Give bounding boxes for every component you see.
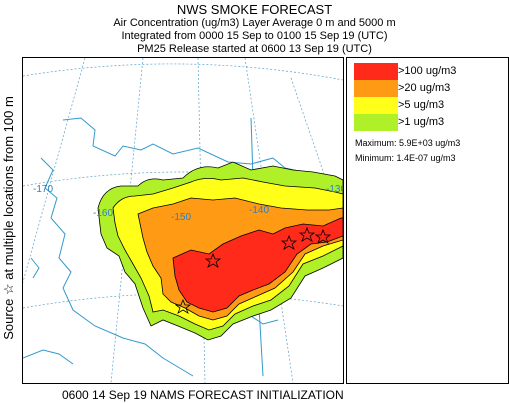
- longitude-label: -160: [93, 208, 113, 219]
- source-star-icon: [298, 226, 316, 242]
- source-star-icon: [314, 228, 332, 244]
- longitude-label: -140: [249, 205, 269, 216]
- legend-swatch-5: [354, 97, 398, 114]
- source-markers: [174, 226, 332, 314]
- legend-swatch-1: [354, 114, 398, 131]
- smoke-map: -170 -160 -150 -140 -130: [22, 57, 344, 384]
- longitude-label: -170: [33, 184, 53, 195]
- legend-label-5: >5 ug/m3: [398, 99, 445, 111]
- legend-label-1: >1 ug/m3: [398, 116, 445, 128]
- minimum-value: Minimum: 1.4E-07 ug/m3: [355, 153, 456, 163]
- longitude-label: -130: [326, 184, 343, 195]
- aleutian-coast: [23, 349, 74, 365]
- legend-label-100: >100 ug/m3: [398, 65, 457, 77]
- legend-label-20: >20 ug/m3: [398, 82, 451, 94]
- source-star-icon: [204, 252, 222, 268]
- legend: >100 ug/m3 >20 ug/m3 >5 ug/m3 >1 ug/m3 M…: [346, 57, 509, 384]
- latitude-line: [23, 171, 343, 187]
- concentration-subtitle: Air Concentration (ug/m3) Layer Average …: [113, 17, 396, 29]
- maximum-value: Maximum: 5.9E+03 ug/m3: [355, 138, 461, 148]
- release-start: PM25 Release started at 0600 13 Sep 19 (…: [137, 43, 372, 55]
- latitude-line: [23, 63, 343, 81]
- legend-swatch-20: [354, 80, 398, 97]
- integration-period: Integrated from 0000 15 Sep to 0100 15 S…: [121, 30, 388, 42]
- source-location-label: Source ☆ at multiple locations from 100 …: [1, 96, 16, 340]
- longitude-line: [23, 58, 86, 284]
- source-star-icon: [174, 298, 192, 314]
- forecast-initialization: 0600 14 Sep 19 NAMS FORECAST INITIALIZAT…: [62, 388, 344, 402]
- north-coast: [62, 117, 274, 165]
- chart-title: NWS SMOKE FORECAST: [176, 2, 333, 17]
- map-canvas: -170 -160 -150 -140 -130: [23, 58, 343, 383]
- island: [30, 257, 40, 279]
- longitude-line: [110, 58, 144, 383]
- longitude-label: -150: [171, 212, 191, 223]
- legend-swatch-100: [354, 63, 398, 80]
- source-star-icon: [280, 234, 298, 250]
- west-coast: [40, 157, 194, 377]
